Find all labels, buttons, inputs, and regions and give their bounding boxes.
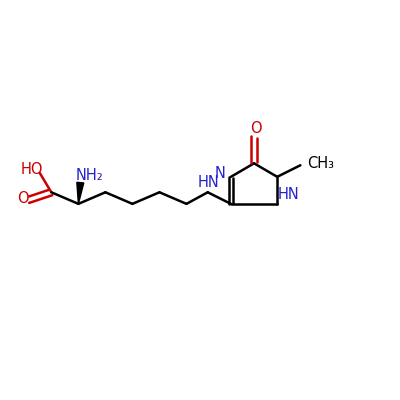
Text: N: N (215, 166, 226, 181)
Text: HO: HO (21, 162, 43, 177)
Text: HN: HN (277, 187, 299, 202)
Text: O: O (17, 190, 29, 206)
Text: CH₃: CH₃ (307, 156, 334, 171)
Polygon shape (77, 182, 84, 204)
Text: HN: HN (198, 175, 219, 190)
Text: NH₂: NH₂ (76, 168, 104, 183)
Text: O: O (250, 121, 262, 136)
